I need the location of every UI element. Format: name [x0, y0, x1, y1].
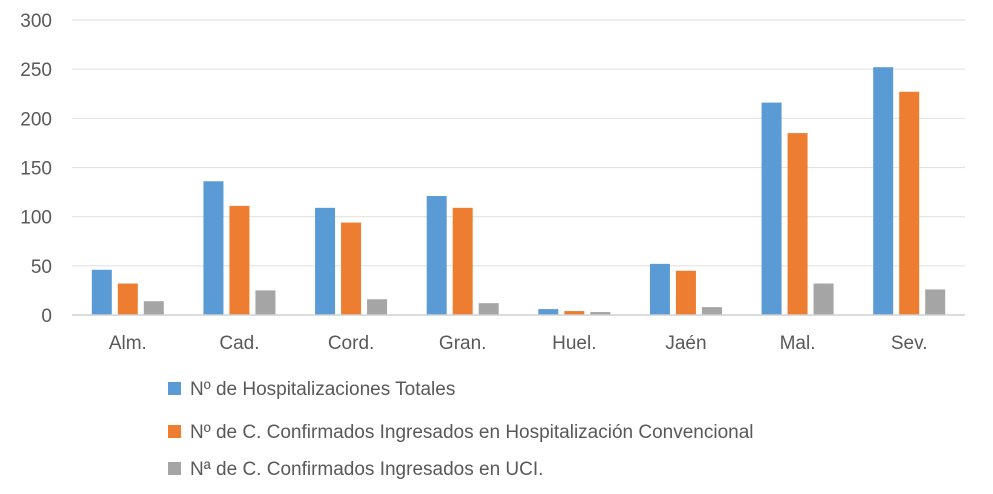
legend: Nº de Hospitalizaciones Totales Nº de C. … [168, 379, 754, 480]
x-tick-label: Jaén [665, 333, 706, 354]
y-tick-label: 250 [20, 60, 52, 81]
bar-series-3-1 [255, 290, 276, 315]
bar-series-3-0 [143, 301, 164, 315]
y-tick-label: 200 [20, 109, 52, 130]
x-tick-label: Sev. [891, 333, 928, 354]
bar-series-2-5 [675, 270, 696, 315]
x-tick-label: Alm. [109, 333, 147, 354]
legend-label-3: Nª de C. Confirmados Ingresados en UCI. [190, 459, 543, 480]
bar-series-1-5 [649, 263, 670, 315]
y-axis-ticks: 0 50 100 150 200 250 300 [20, 11, 52, 327]
bar-series-1-1 [203, 181, 224, 315]
x-tick-label: Huel. [552, 333, 596, 354]
bar-series-2-2 [341, 222, 362, 315]
bars [91, 67, 946, 316]
legend-label-1: Nº de Hospitalizaciones Totales [190, 379, 455, 400]
y-tick-label: 150 [20, 159, 52, 180]
bar-series-2-3 [452, 207, 473, 315]
legend-label-2: Nº de C. Confirmados Ingresados en Hospi… [190, 422, 754, 443]
bar-series-1-6 [761, 102, 782, 315]
legend-swatch-2 [168, 425, 181, 438]
y-tick-label: 0 [41, 306, 52, 327]
bar-series-1-2 [315, 207, 336, 315]
x-tick-label: Gran. [439, 333, 487, 354]
bar-series-3-7 [925, 289, 946, 315]
bar-series-1-7 [873, 67, 894, 315]
bar-series-1-3 [426, 196, 447, 315]
bar-series-2-7 [899, 91, 920, 316]
bar-series-2-6 [787, 133, 808, 315]
bar-series-1-0 [91, 269, 112, 315]
y-tick-label: 100 [20, 208, 52, 229]
bar-series-3-6 [813, 283, 834, 315]
x-tick-label: Cad. [219, 333, 259, 354]
bar-series-2-1 [229, 205, 250, 315]
y-tick-label: 50 [31, 257, 52, 278]
y-tick-label: 300 [20, 11, 52, 32]
bar-series-2-4 [564, 311, 585, 315]
legend-swatch-1 [168, 382, 181, 395]
legend-swatch-3 [168, 462, 181, 475]
bar-series-3-2 [367, 299, 388, 315]
bar-series-3-4 [590, 312, 611, 315]
bar-series-2-0 [117, 283, 138, 315]
bar-series-1-4 [538, 309, 559, 315]
bar-series-3-5 [701, 307, 722, 315]
x-tick-label: Cord. [328, 333, 374, 354]
x-axis-ticks: Alm. Cad. Cord. Gran. Huel. Jaén Mal. Sev. [109, 333, 928, 354]
x-tick-label: Mal. [780, 333, 816, 354]
bar-series-3-3 [478, 303, 499, 315]
